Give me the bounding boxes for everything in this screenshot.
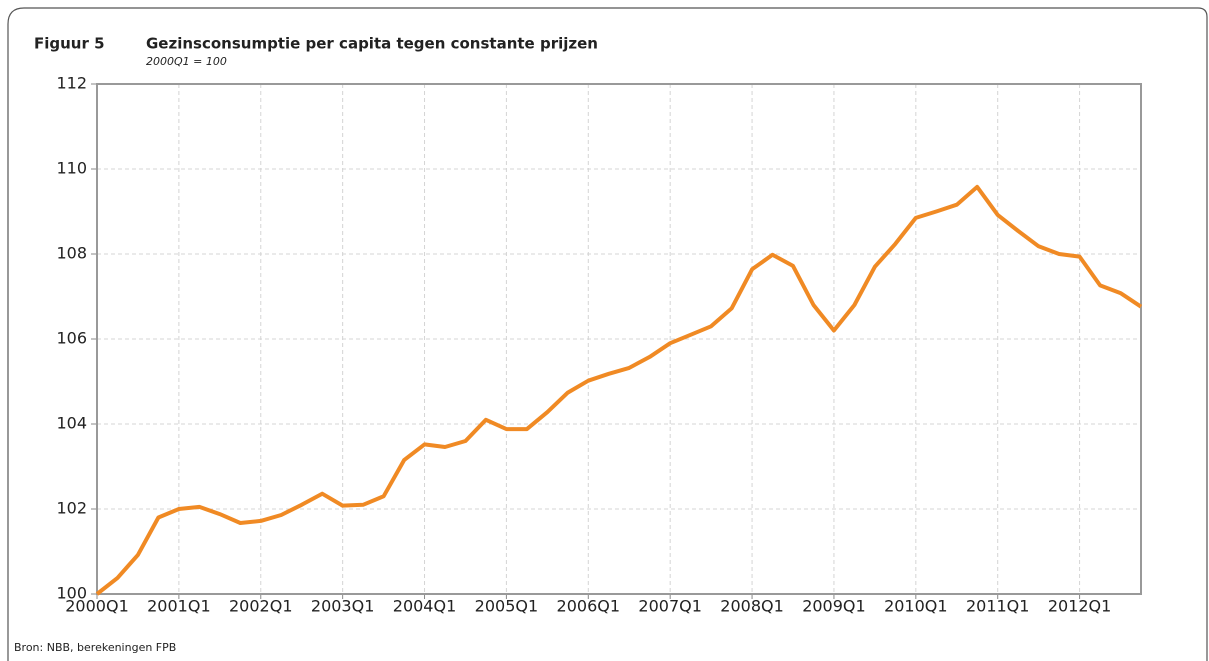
x-tick-label: 2009Q1	[802, 597, 866, 616]
x-tick-label: 2001Q1	[147, 597, 211, 616]
y-tick-label: 110	[56, 159, 87, 178]
plot-area	[96, 83, 1142, 595]
chart-subtitle: 2000Q1 = 100	[146, 55, 227, 68]
x-tick-label: 2010Q1	[884, 597, 948, 616]
y-tick-label: 100	[56, 584, 87, 603]
x-tick-label: 2011Q1	[966, 597, 1030, 616]
x-tick-label: 2012Q1	[1048, 597, 1112, 616]
x-tick-label: 2003Q1	[311, 597, 375, 616]
x-tick-label: 2005Q1	[475, 597, 539, 616]
x-tick-label: 2000Q1	[65, 597, 129, 616]
x-tick-label: 2006Q1	[557, 597, 621, 616]
y-tick-label: 112	[56, 74, 87, 93]
source-note: Bron: NBB, berekeningen FPB	[14, 641, 176, 654]
frame	[7, 7, 1208, 661]
x-tick-label: 2007Q1	[638, 597, 702, 616]
chart-title: Gezinsconsumptie per capita tegen consta…	[146, 35, 598, 53]
y-tick-label: 102	[56, 499, 87, 518]
x-tick-label: 2008Q1	[720, 597, 784, 616]
line-series	[95, 184, 1143, 596]
y-tick-label: 108	[56, 244, 87, 263]
x-tick-label: 2002Q1	[229, 597, 293, 616]
y-tick-label: 104	[56, 414, 87, 433]
y-tick-label: 106	[56, 329, 87, 348]
x-tick-label: 2004Q1	[393, 597, 457, 616]
figure-label: Figuur 5	[34, 35, 105, 53]
